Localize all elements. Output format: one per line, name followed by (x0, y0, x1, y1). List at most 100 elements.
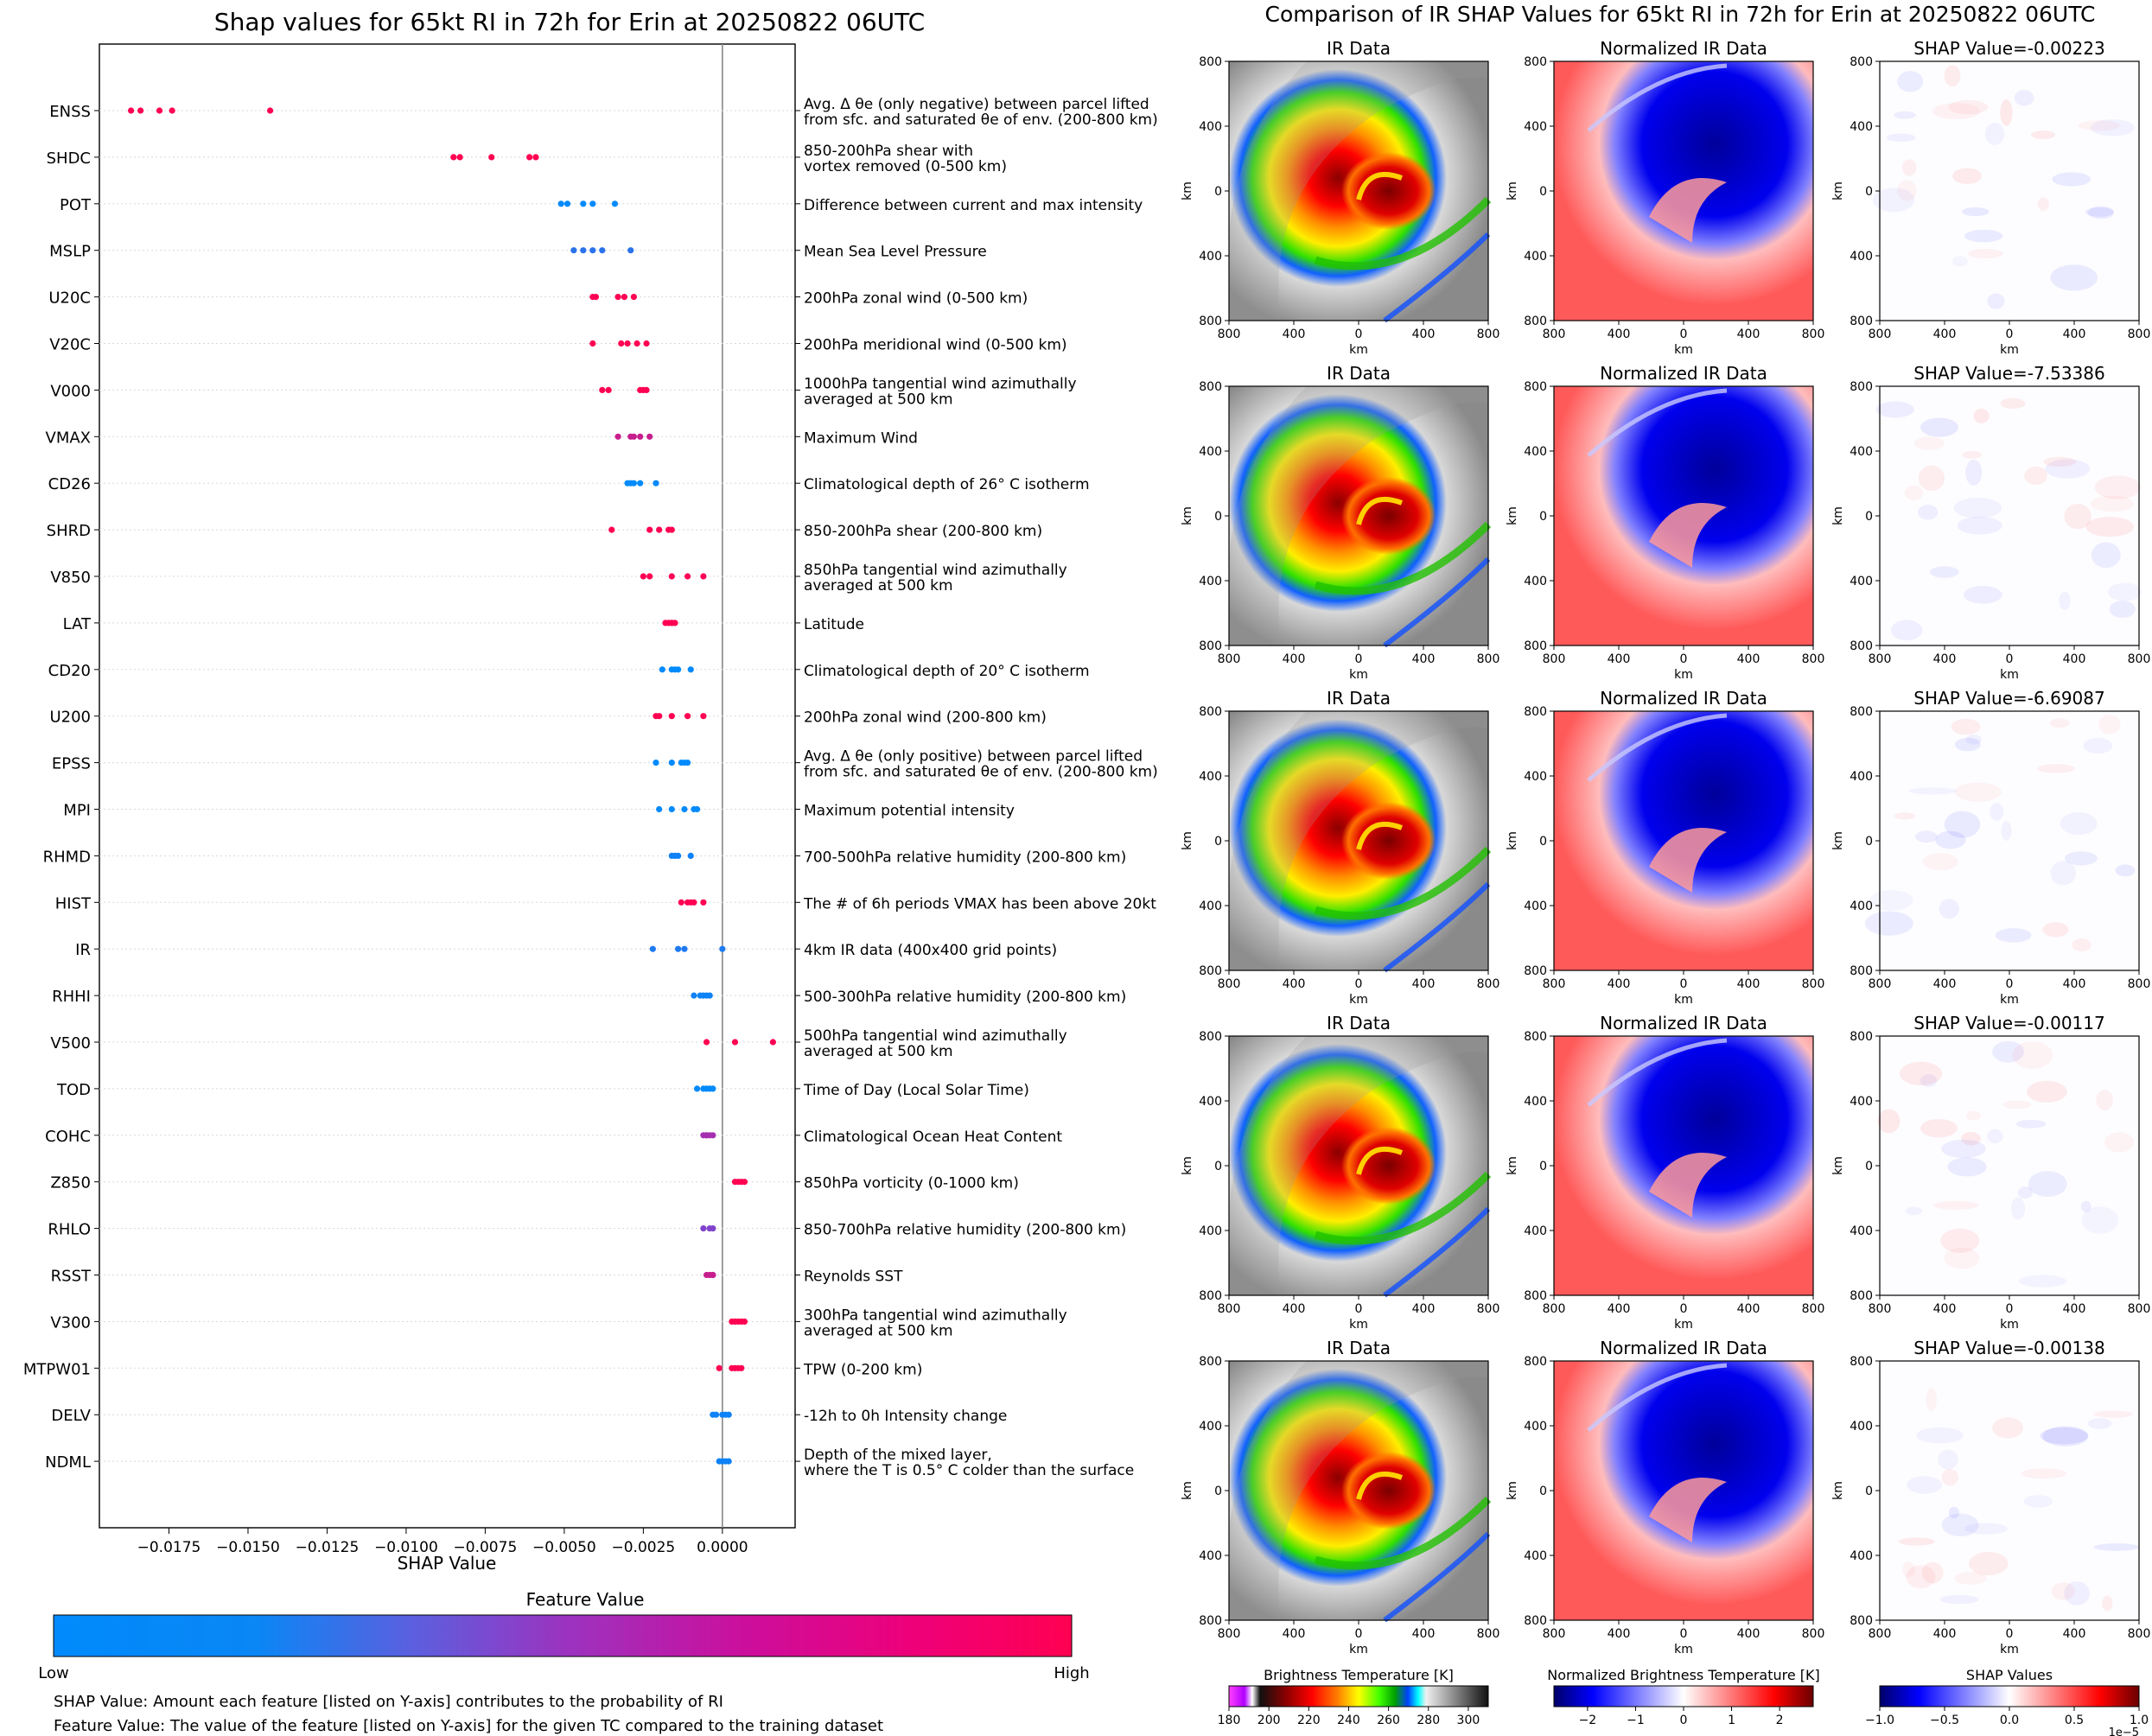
shap-point (668, 573, 675, 580)
y-axis-label: km (1181, 1156, 1194, 1175)
feature-name-label: V500 (50, 1034, 91, 1052)
shap-speckle (2042, 1426, 2089, 1447)
y-tick-label: 800 (1524, 1355, 1547, 1369)
shap-speckle (1944, 1247, 1980, 1269)
feature-row-cohc: COHC Climatological Ocean Heat Content (45, 1128, 1062, 1146)
shap-speckle (2045, 459, 2091, 479)
y-tick-label: 800 (1850, 1289, 1873, 1303)
y-tick-label: 400 (1850, 1095, 1873, 1109)
colorbar-tick-label: 1 (1728, 1714, 1735, 1727)
y-tick-label: 400 (1199, 1224, 1222, 1238)
shap-speckle (1951, 718, 1981, 735)
x-tick-label: 800 (1869, 652, 1892, 666)
shap-speckle (2050, 861, 2077, 886)
feature-description: Climatological depth of 20° C isotherm (804, 663, 1090, 680)
y-tick-label: 400 (1199, 1095, 1222, 1109)
x-axis-label: km (1674, 1643, 1693, 1657)
shap-speckle (1904, 485, 1924, 501)
shap-speckle (1922, 853, 1958, 871)
x-tick-label: 800 (2128, 327, 2151, 341)
y-tick-label: 400 (1850, 575, 1873, 588)
feature-name-label: V300 (50, 1313, 91, 1332)
shap-point (637, 433, 644, 440)
shap-point (678, 899, 684, 906)
shap-speckle (1951, 256, 1968, 267)
colorbar-title: SHAP Values (1966, 1667, 2053, 1683)
shap-point (630, 480, 637, 486)
feature-row-rsst: RSST Reynolds SST (51, 1268, 903, 1286)
y-tick-label: 800 (1850, 1355, 1873, 1369)
feature-description: TPW (0-200 km) (803, 1361, 922, 1378)
x-tick-label: 800 (1477, 1627, 1500, 1641)
y-axis-label: km (1831, 181, 1845, 200)
shap-point (703, 1039, 710, 1046)
x-axis-label: km (1349, 1318, 1368, 1332)
shap-point (488, 154, 495, 161)
ir-outer-band (1383, 232, 1491, 323)
feature-name-label: V20C (49, 336, 91, 354)
feature-name-label: HIST (55, 894, 92, 913)
shap-speckle (2021, 1468, 2066, 1479)
shap-point (700, 573, 707, 580)
ir-panel-r2-c2: Normalized IR Data8008004004000040040080… (1506, 363, 1824, 682)
y-tick-label: 800 (1850, 705, 1873, 719)
y-tick-label: 800 (1850, 380, 1873, 394)
shap-speckle (2031, 130, 2055, 139)
x-axis-label: km (2000, 668, 2019, 682)
panel-title: Normalized IR Data (1600, 1013, 1767, 1033)
shap-speckle (1953, 497, 2002, 518)
feature-description: The # of 6h periods VMAX has been above … (803, 895, 1156, 913)
feature-name-label: RHLO (48, 1221, 91, 1239)
shap-speckle (1918, 465, 1945, 492)
shap-point (719, 945, 726, 952)
shap-point (675, 852, 682, 860)
shap-speckle (2037, 764, 2076, 773)
panel-title: SHAP Value=-0.00223 (1913, 38, 2104, 59)
x-tick-label: 400 (1737, 977, 1760, 991)
feature-value-note: Feature Value: The value of the feature … (54, 1717, 883, 1735)
y-tick-label: 400 (1524, 120, 1547, 134)
y-axis-label: km (1181, 181, 1194, 200)
shap-speckle (1992, 1040, 2024, 1063)
shap-speckle (1901, 1561, 1915, 1578)
shap-point (656, 805, 663, 813)
shap-point (725, 1458, 732, 1465)
ir-panel-r1-c3: SHAP Value=-0.00223800800400400004004008… (1831, 38, 2150, 357)
feature-row-hist: HIST The # of 6h periods VMAX has been ab… (55, 894, 1156, 913)
y-tick-label: 800 (1524, 964, 1547, 978)
feature-name-label: SHRD (47, 522, 91, 540)
y-axis-label: km (1506, 506, 1519, 525)
x-tick-label: 800 (1802, 652, 1825, 666)
feature-description: 850-200hPa shear with (804, 143, 973, 160)
feature-name-label: VMAX (46, 429, 92, 447)
feature-description: Climatological depth of 26° C isotherm (804, 476, 1090, 493)
shap-speckle (2000, 397, 2026, 410)
shap-point (649, 945, 656, 952)
shap-point (456, 154, 463, 161)
y-tick-label: 0 (1539, 1485, 1547, 1498)
colorbar-tick-label: 260 (1377, 1714, 1400, 1727)
x-tick-label: 800 (2128, 1627, 2151, 1641)
y-axis-label: km (1831, 1481, 1845, 1500)
shap-speckle (1915, 830, 1938, 843)
x-tick-label: 800 (1477, 652, 1500, 666)
shap-point (712, 1411, 720, 1418)
shap-speckle (1930, 566, 1959, 578)
shap-speckle (1907, 1476, 1943, 1494)
shap-chart-title: Shap values for 65kt RI in 72h for Erin … (214, 8, 925, 36)
shap-point (653, 760, 659, 766)
shap-point (691, 899, 697, 906)
y-tick-label: 0 (1539, 510, 1547, 524)
ir-cloud-band (1229, 1361, 1488, 1620)
shap-point (450, 154, 457, 161)
shap-speckle (1987, 1129, 2003, 1144)
shap-speckle (1964, 229, 2003, 243)
shap-point (675, 945, 682, 952)
shap-speckle (2093, 1410, 2133, 1419)
shap-point (769, 1039, 776, 1046)
feature-name-label: MSLP (49, 243, 91, 261)
colorbar-tick-label: 1.0 (2130, 1714, 2149, 1727)
